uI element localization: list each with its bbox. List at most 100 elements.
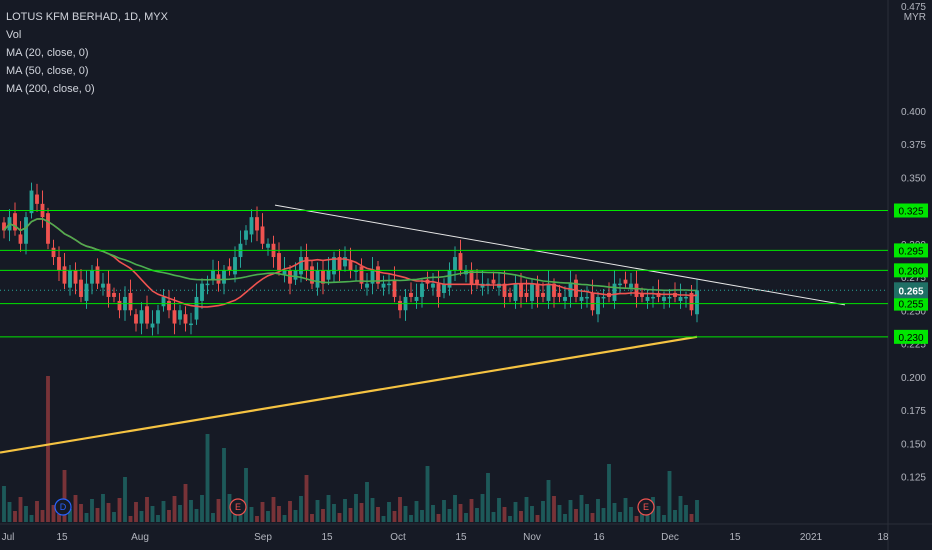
candle-body[interactable] (387, 283, 391, 286)
candle-body[interactable] (79, 279, 83, 297)
candle-body[interactable] (431, 283, 435, 288)
candle-body[interactable] (13, 213, 17, 231)
candle-body[interactable] (684, 296, 688, 299)
candle-body[interactable] (447, 270, 452, 288)
candle-body[interactable] (57, 257, 61, 271)
event-marker-d[interactable] (54, 498, 72, 516)
candle-body[interactable] (678, 296, 683, 301)
candle-body[interactable] (612, 283, 617, 301)
candle-body[interactable] (18, 234, 23, 244)
candle-body[interactable] (194, 296, 199, 320)
candle-body[interactable] (156, 310, 160, 324)
candle-body[interactable] (354, 270, 358, 272)
candle-body[interactable] (453, 257, 457, 271)
candle-body[interactable] (134, 314, 138, 324)
candle-body[interactable] (689, 292, 694, 311)
candle-body[interactable] (343, 257, 347, 267)
candle-body[interactable] (337, 257, 342, 271)
candle-body[interactable] (574, 279, 578, 297)
candle-body[interactable] (95, 266, 100, 284)
candle-body[interactable] (161, 296, 166, 307)
candle-body[interactable] (365, 283, 369, 288)
candle-body[interactable] (442, 283, 446, 293)
candle-body[interactable] (546, 283, 551, 301)
candle-body[interactable] (321, 270, 325, 284)
candle-body[interactable] (35, 194, 39, 204)
candle-body[interactable] (299, 257, 303, 275)
candle-body[interactable] (172, 310, 177, 324)
indicator-ma20[interactable]: MA (20, close, 0) (6, 47, 89, 59)
candle-body[interactable] (205, 283, 210, 286)
candle-body[interactable] (46, 213, 50, 244)
candle-body[interactable] (541, 292, 545, 297)
candle-body[interactable] (211, 270, 215, 280)
candle-body[interactable] (409, 292, 413, 297)
candle-body[interactable] (101, 283, 105, 288)
candle-body[interactable] (530, 283, 534, 301)
candle-body[interactable] (469, 270, 474, 284)
candle-body[interactable] (508, 292, 512, 297)
candle-body[interactable] (398, 300, 402, 311)
candle-body[interactable] (557, 292, 562, 297)
candle-body[interactable] (68, 270, 72, 288)
candle-body[interactable] (332, 257, 336, 275)
candle-body[interactable] (392, 279, 397, 297)
candle-body[interactable] (491, 279, 496, 284)
candle-body[interactable] (304, 257, 309, 271)
candle-body[interactable] (73, 270, 78, 284)
candle-body[interactable] (200, 283, 204, 301)
candle-body[interactable] (315, 270, 320, 288)
candle-body[interactable] (29, 190, 34, 214)
candle-body[interactable] (596, 296, 600, 315)
candle-body[interactable] (84, 283, 89, 301)
candle-body[interactable] (128, 292, 133, 311)
candle-body[interactable] (255, 217, 259, 231)
candle-body[interactable] (601, 296, 606, 299)
event-marker-e[interactable] (229, 498, 247, 516)
candle-body[interactable] (535, 283, 540, 297)
candle-body[interactable] (348, 261, 353, 271)
candle-body[interactable] (233, 257, 237, 275)
candle-body[interactable] (183, 314, 188, 324)
candle-body[interactable] (475, 279, 479, 284)
candle-body[interactable] (695, 290, 699, 315)
candle-body[interactable] (139, 310, 144, 324)
candle-body[interactable] (618, 283, 622, 286)
candle-body[interactable] (112, 292, 116, 297)
candle-body[interactable] (51, 247, 56, 258)
candle-body[interactable] (260, 226, 265, 244)
candle-body[interactable] (310, 266, 314, 284)
candle-body[interactable] (563, 296, 567, 301)
candle-body[interactable] (288, 270, 292, 284)
candle-body[interactable] (381, 283, 386, 288)
candle-body[interactable] (590, 292, 595, 311)
candle-body[interactable] (293, 270, 298, 280)
candle-body[interactable] (370, 270, 375, 284)
candle-body[interactable] (662, 296, 666, 301)
candle-body[interactable] (167, 300, 171, 311)
indicator-ma200[interactable]: MA (200, close, 0) (6, 83, 95, 95)
candle-body[interactable] (552, 283, 556, 297)
candle-body[interactable] (178, 310, 182, 320)
candle-body[interactable] (359, 266, 364, 284)
candle-body[interactable] (640, 292, 644, 297)
candle-body[interactable] (222, 270, 226, 284)
candle-body[interactable] (150, 323, 155, 328)
indicator-vol[interactable]: Vol (6, 29, 22, 41)
symbol-title[interactable]: LOTUS KFM BERHAD, 1D, MYX (6, 11, 168, 23)
candle-body[interactable] (227, 266, 232, 271)
descending-trendline[interactable] (274, 204, 846, 306)
candle-body[interactable] (420, 283, 424, 297)
candle-body[interactable] (645, 296, 650, 301)
candle-body[interactable] (376, 266, 380, 284)
candle-body[interactable] (579, 296, 584, 301)
candle-body[interactable] (436, 283, 441, 297)
candle-body[interactable] (585, 296, 589, 299)
indicator-ma50[interactable]: MA (50, close, 0) (6, 65, 89, 77)
candle-body[interactable] (513, 283, 518, 301)
candle-body[interactable] (568, 283, 573, 297)
candle-body[interactable] (266, 243, 270, 248)
candle-body[interactable] (249, 217, 254, 235)
candle-body[interactable] (282, 270, 287, 275)
